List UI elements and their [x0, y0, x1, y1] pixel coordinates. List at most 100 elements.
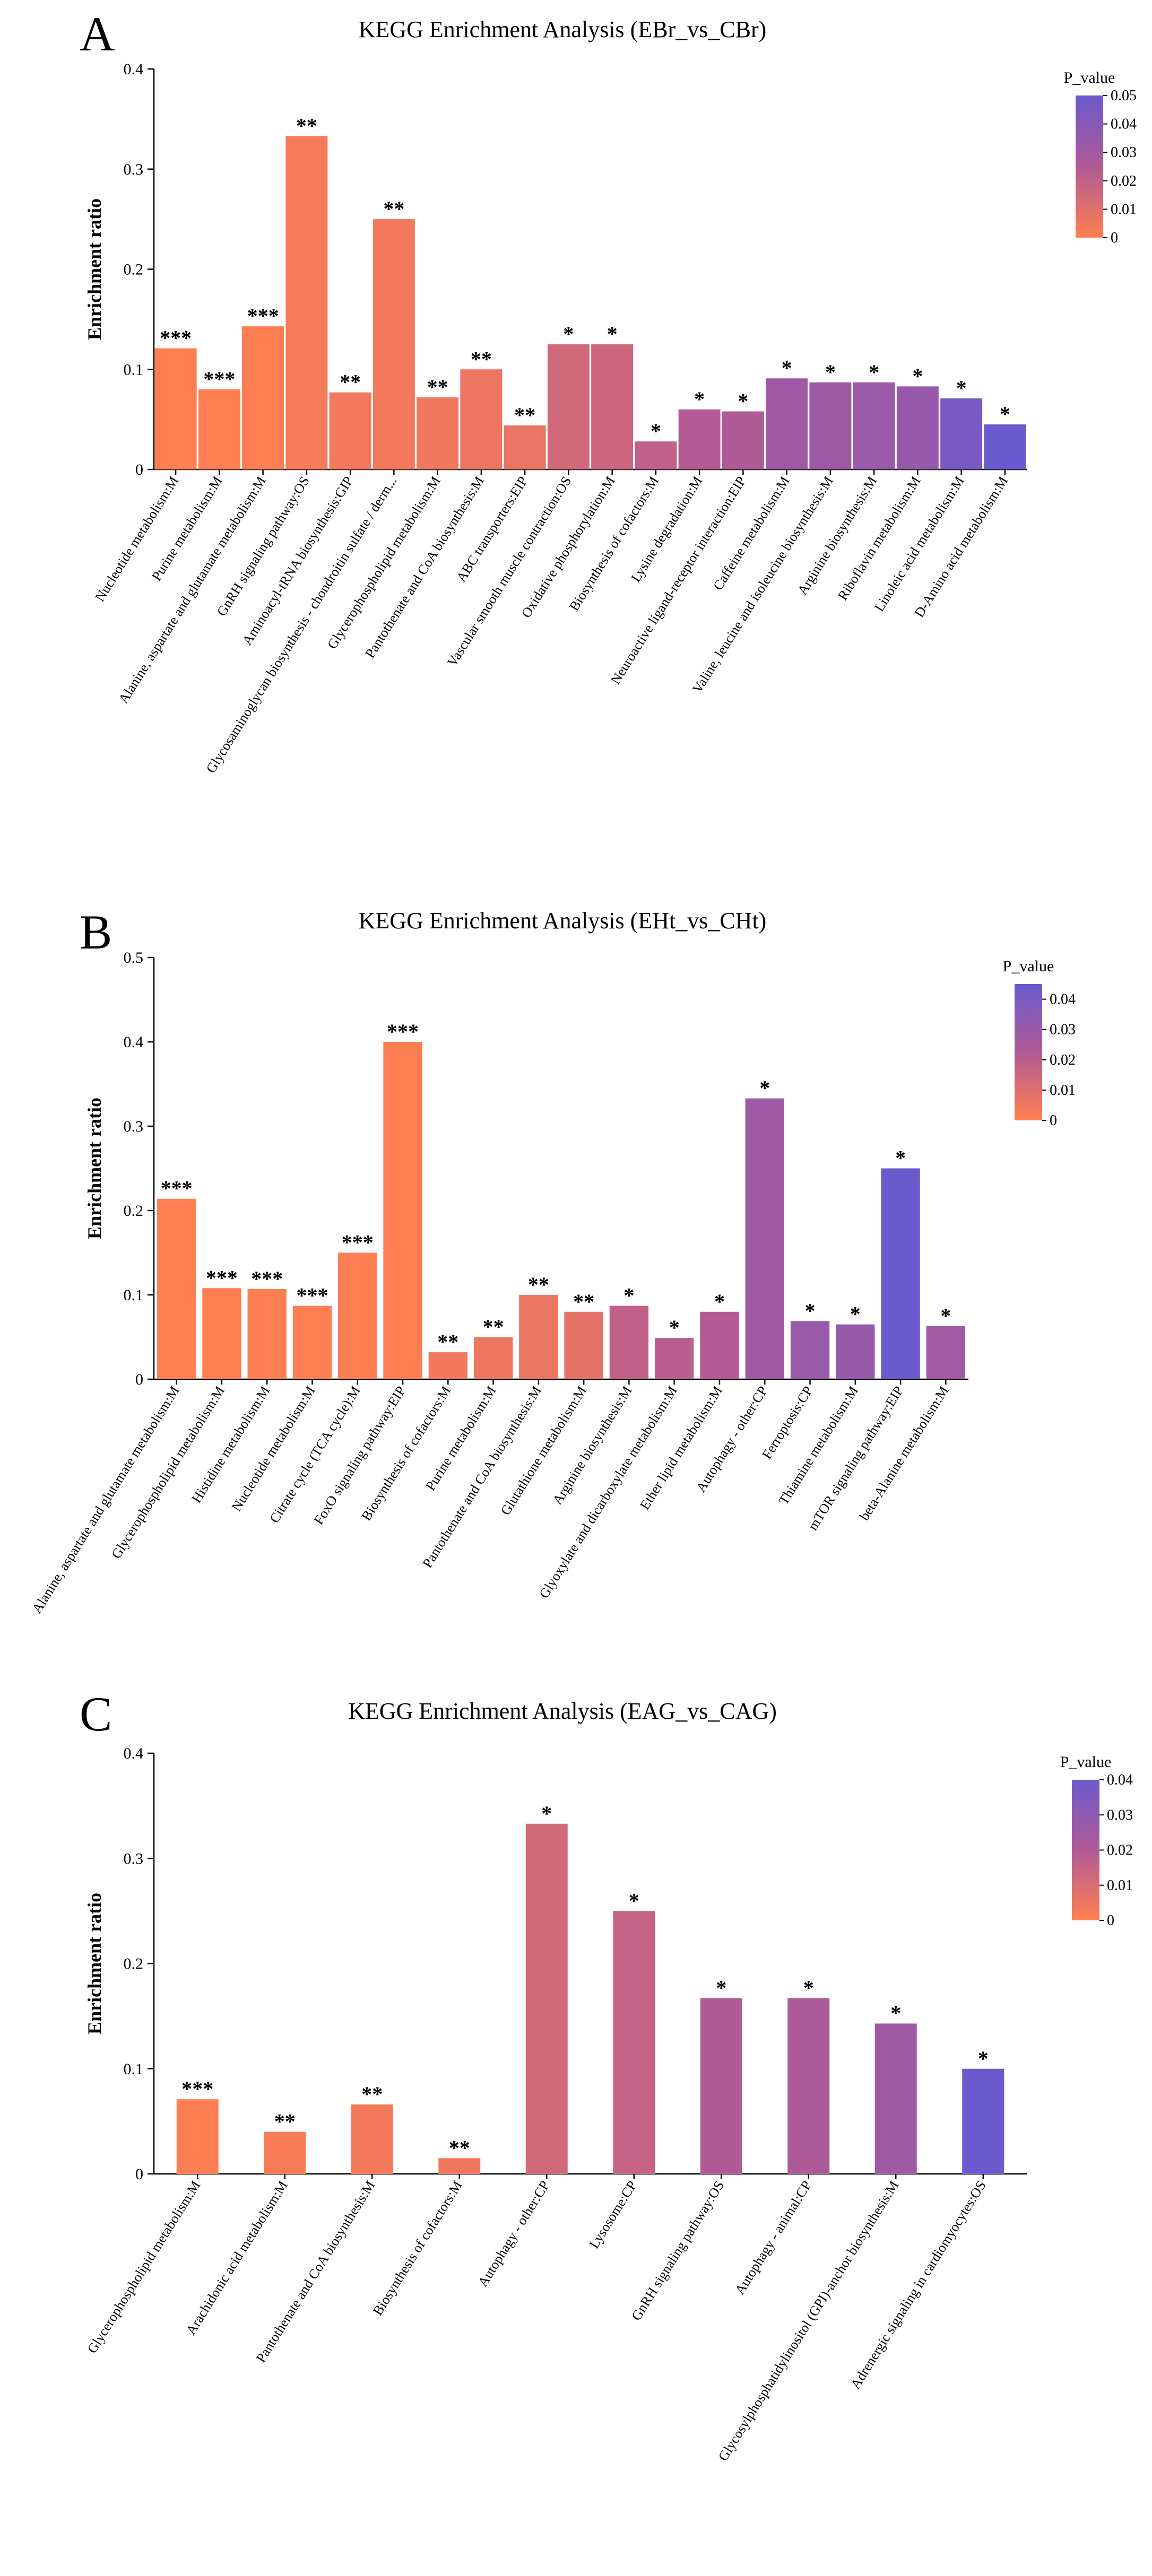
bar	[591, 344, 634, 469]
significance-label: **	[383, 197, 404, 221]
x-tick-label: Lysosome:CP	[586, 2178, 640, 2251]
significance-label: *	[912, 364, 923, 388]
bar	[766, 378, 808, 469]
bar	[460, 369, 503, 469]
significance-label: ***	[342, 1231, 374, 1255]
y-tick-label: 0.1	[124, 2060, 144, 2078]
bar	[242, 326, 284, 469]
y-tick-label: 0.2	[124, 1202, 144, 1220]
significance-label: **	[274, 2110, 296, 2134]
significance-label: **	[471, 347, 492, 371]
y-tick-label: 0.4	[124, 60, 144, 78]
bar	[609, 1306, 649, 1379]
significance-label: *	[623, 1284, 634, 1308]
significance-label: **	[340, 370, 361, 394]
y-tick-label: 0.1	[124, 361, 144, 378]
x-tick-label: Riboflavin metabolism:M	[835, 474, 923, 603]
chart-title: KEGG Enrichment Analysis (EAG_vs_CAG)	[348, 1698, 777, 1724]
significance-label: *	[869, 360, 879, 384]
bar	[473, 1337, 513, 1379]
y-axis-label: Enrichment ratio	[84, 1893, 105, 2034]
significance-label: ***	[161, 1177, 193, 1200]
bar	[198, 389, 240, 469]
significance-label: *	[694, 387, 705, 411]
x-tick-label: mTOR signaling pathway:EIP	[805, 1383, 906, 1533]
colorbar-tick-label: 0.01	[1050, 1082, 1076, 1099]
x-tick-label: Nucleotide metabolism:M	[229, 1383, 318, 1514]
colorbar-title: P_value	[1064, 69, 1115, 86]
bar	[940, 398, 983, 469]
significance-label: ***	[206, 1266, 238, 1290]
colorbar-tick-label: 0	[1050, 1112, 1057, 1129]
x-tick-label: GnRH signaling pathway:OS	[628, 2178, 727, 2323]
significance-label: **	[483, 1315, 504, 1339]
bar	[292, 1306, 332, 1379]
bar	[984, 424, 1026, 469]
bar	[383, 1042, 422, 1379]
colorbar-tick-label: 0.03	[1111, 144, 1137, 161]
x-tick-label: beta-Alanine metabolism:M	[856, 1383, 952, 1523]
bar	[547, 344, 590, 469]
bar	[154, 348, 197, 469]
bar	[504, 425, 546, 469]
bar	[329, 392, 371, 469]
significance-label: **	[449, 2136, 470, 2160]
significance-label: *	[759, 1076, 770, 1100]
significance-label: ***	[251, 1267, 283, 1291]
colorbar	[1072, 1780, 1099, 1920]
y-tick-label: 0.3	[124, 1118, 144, 1135]
bar	[745, 1098, 784, 1379]
colorbar-tick-label: 0.02	[1107, 1842, 1133, 1859]
significance-label: ***	[203, 367, 235, 391]
significance-label: *	[825, 360, 836, 384]
y-tick-label: 0	[135, 2165, 143, 2183]
bar	[926, 1326, 966, 1379]
significance-label: *	[850, 1302, 861, 1326]
x-tick-label: Arginine biosynthesis:M	[550, 1383, 635, 1508]
y-tick-label: 0.2	[124, 261, 144, 279]
colorbar-tick-label: 0.01	[1107, 1877, 1133, 1894]
x-tick-label: Arachidonic acid metabolism:M	[183, 2178, 291, 2338]
bar	[613, 1911, 655, 2174]
x-tick-label: Biosynthesis of cofactors:M	[358, 1383, 454, 1524]
significance-label: ***	[296, 1284, 328, 1308]
y-tick-label: 0.3	[124, 1850, 144, 1867]
significance-label: *	[669, 1316, 680, 1339]
bar	[373, 219, 415, 469]
y-tick-label: 0.4	[124, 1745, 144, 1762]
significance-label: ***	[387, 1020, 419, 1043]
bar	[678, 409, 721, 469]
bar	[247, 1289, 287, 1379]
colorbar	[1015, 984, 1042, 1120]
colorbar-tick-label: 0.05	[1111, 88, 1137, 104]
bar	[809, 382, 852, 469]
bar	[722, 411, 764, 469]
significance-label: *	[738, 389, 748, 413]
y-tick-label: 0.2	[124, 1955, 144, 1973]
bar	[635, 441, 677, 469]
colorbar-title: P_value	[1060, 1753, 1112, 1771]
significance-label: *	[541, 1802, 552, 1825]
significance-label: *	[716, 1976, 726, 2000]
significance-label: **	[296, 114, 317, 137]
bar	[881, 1168, 920, 1379]
y-axis-label: Enrichment ratio	[84, 198, 105, 340]
x-tick-label: Histidine metabolism:M	[188, 1383, 273, 1505]
significance-label: **	[437, 1330, 458, 1354]
significance-label: **	[573, 1290, 594, 1313]
bar	[896, 386, 939, 469]
bar	[790, 1321, 830, 1379]
significance-label: ***	[160, 326, 192, 350]
bar	[836, 1324, 875, 1379]
bar	[700, 1311, 739, 1379]
x-tick-label: Glutathione metabolism:M	[498, 1383, 590, 1518]
y-axis-label: Enrichment ratio	[84, 1098, 105, 1239]
colorbar-tick-label: 0	[1111, 230, 1118, 246]
significance-label: *	[940, 1304, 951, 1328]
significance-label: *	[651, 419, 661, 443]
bar	[874, 2023, 917, 2174]
significance-label: *	[563, 322, 574, 346]
x-tick-label: Nucleotide metabolism:M	[92, 474, 181, 604]
significance-label: *	[895, 1146, 906, 1170]
